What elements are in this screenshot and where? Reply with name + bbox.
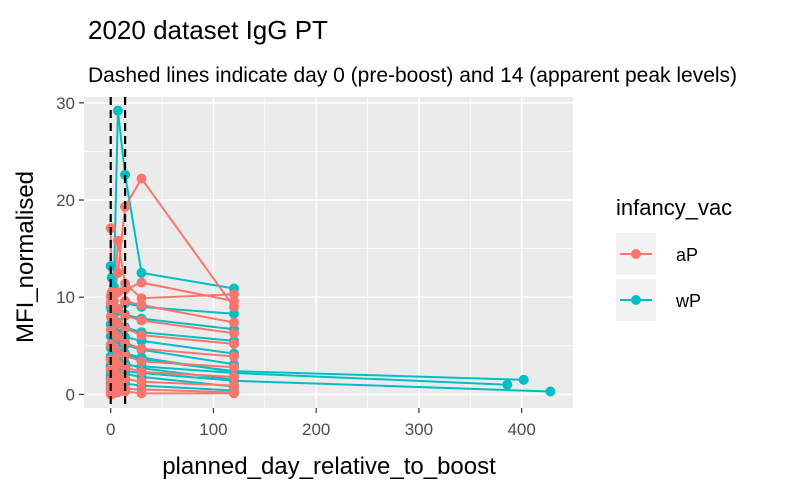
data-point-wP — [502, 379, 513, 390]
legend-label-aP: aP — [676, 245, 698, 265]
data-point-aP — [229, 388, 239, 399]
data-point-wP — [120, 169, 131, 180]
legend-key-point-wP — [631, 295, 641, 305]
data-point-aP — [136, 277, 147, 288]
legend-label-wP: wP — [675, 291, 701, 311]
data-point-aP — [112, 235, 123, 246]
data-point-aP — [112, 303, 123, 314]
y-tick-label: 30 — [56, 94, 75, 113]
data-point-aP — [136, 376, 147, 387]
data-point-aP — [136, 173, 147, 184]
data-point-wP — [518, 374, 529, 385]
legend: infancy_vac aP wP — [616, 195, 732, 321]
data-point-aP — [136, 343, 147, 354]
data-point-aP — [112, 332, 123, 343]
y-tick-label: 10 — [56, 288, 75, 307]
data-point-aP — [229, 296, 239, 307]
x-axis-label: planned_day_relative_to_boost — [162, 453, 496, 480]
data-point-aP — [120, 362, 131, 373]
x-tick-label: 200 — [302, 420, 330, 439]
minor-gridlines — [84, 97, 573, 408]
data-point-aP — [136, 356, 147, 367]
data-point-aP — [136, 330, 147, 341]
major-gridlines — [84, 97, 573, 408]
data-point-aP — [136, 367, 147, 377]
data-point-aP — [136, 315, 147, 326]
data-point-wP — [136, 267, 147, 278]
data-point-aP — [112, 267, 123, 278]
data-point-aP — [229, 328, 239, 339]
data-point-aP — [120, 310, 131, 321]
x-tick-label: 400 — [507, 420, 535, 439]
chart-title: 2020 dataset IgG PT — [88, 15, 328, 45]
x-tick-label: 0 — [106, 420, 115, 439]
data-point-aP — [136, 300, 147, 310]
data-point-aP — [229, 362, 239, 373]
data-point-aP — [229, 338, 239, 349]
data-point-aP — [112, 318, 123, 329]
legend-items: aP wP — [616, 233, 701, 321]
legend-key-point-aP — [631, 249, 641, 259]
data-point-aP — [120, 323, 131, 334]
data-point-aP — [120, 284, 131, 295]
data-point-aP — [229, 317, 239, 328]
data-point-wP — [112, 105, 123, 116]
plot-panel — [84, 97, 573, 408]
data-point-aP — [120, 337, 131, 348]
data-point-aP — [229, 371, 239, 382]
x-tick-label: 100 — [199, 420, 227, 439]
y-tick-label: 0 — [66, 385, 75, 404]
data-point-aP — [120, 350, 131, 361]
y-tick-label: 20 — [56, 191, 75, 210]
y-axis-label: MFI_normalised — [12, 171, 39, 343]
data-point-wP — [545, 386, 556, 397]
data-point-aP — [120, 296, 131, 307]
data-point-aP — [229, 351, 239, 362]
data-point-aP — [120, 373, 131, 384]
series-points — [105, 105, 556, 400]
legend-title: infancy_vac — [616, 195, 732, 220]
x-tick-label: 300 — [405, 420, 433, 439]
x-axis-ticks: 0 100 200 300 400 — [106, 408, 536, 439]
data-point-aP — [136, 388, 147, 399]
y-axis-ticks: 0 10 20 30 — [56, 94, 84, 404]
data-point-aP — [120, 386, 131, 397]
chart-subtitle: Dashed lines indicate day 0 (pre-boost) … — [88, 64, 737, 87]
